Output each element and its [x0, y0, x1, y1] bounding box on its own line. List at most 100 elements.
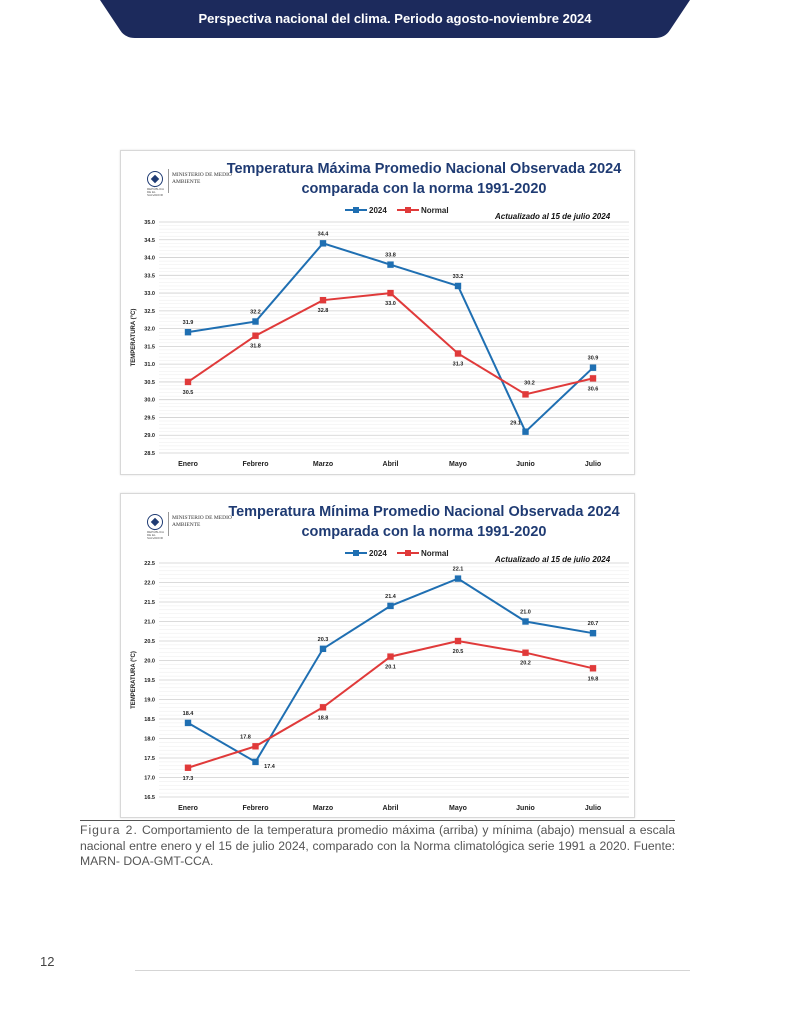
data-label-2024: 32.2	[250, 310, 261, 316]
chart-minima: REPÚBLICA DE EL SALVADOR MINISTERIO DE M…	[120, 493, 635, 818]
seal-icon	[147, 171, 163, 187]
figure-caption: Figura 2. Comportamiento de la temperatu…	[80, 820, 675, 870]
x-tick-label: Abril	[383, 461, 399, 468]
chart-minima-svg: Temperatura Mínima Promedio Nacional Obs…	[131, 504, 629, 812]
data-label-normal: 17.3	[183, 776, 194, 782]
data-point-2024	[589, 364, 597, 371]
chart-legend: 2024 Normal	[345, 206, 449, 215]
data-point-normal	[454, 350, 462, 357]
y-tick-label: 20.0	[144, 659, 155, 665]
data-point-2024	[387, 602, 394, 610]
header-banner: Perspectiva nacional del clima. Periodo …	[100, 0, 690, 38]
data-point-normal	[387, 653, 394, 660]
data-label-normal: 20.5	[453, 649, 464, 655]
data-label-normal: 20.1	[385, 665, 396, 671]
data-label-normal: 30.6	[588, 386, 599, 392]
y-tick-label: 21.0	[144, 620, 155, 626]
data-point-normal	[387, 289, 394, 297]
data-point-normal	[184, 378, 192, 386]
banner-shape	[100, 0, 690, 38]
series-line-normal	[187, 639, 594, 769]
data-point-2024	[184, 719, 192, 727]
y-tick-label: 32.0	[144, 327, 155, 333]
y-tick-label: 30.5	[144, 380, 155, 386]
logo-divider	[168, 512, 169, 536]
x-tick-label: Marzo	[313, 805, 333, 812]
legend-label-2024: 2024	[369, 206, 387, 215]
y-tick-label: 19.0	[144, 698, 155, 704]
x-tick-label: Julio	[585, 805, 601, 812]
data-point-normal	[319, 296, 327, 304]
legend-marker-normal	[405, 207, 411, 213]
y-tick-label: 31.0	[144, 362, 155, 368]
data-point-2024	[319, 645, 327, 652]
data-point-normal	[454, 637, 462, 645]
data-point-2024	[522, 618, 529, 625]
y-tick-label: 16.5	[144, 795, 155, 801]
y-tick-label: 33.0	[144, 291, 155, 297]
x-tick-label: Junio	[516, 461, 535, 468]
y-axis-label: TEMPERATURA (°C)	[131, 651, 137, 709]
x-tick-label: Marzo	[313, 461, 333, 468]
chart-maxima-svg: Temperatura Máxima Promedio Nacional Obs…	[131, 161, 629, 468]
ministry-name: MINISTERIO DE MEDIO AMBIENTE	[172, 515, 232, 528]
y-tick-label: 20.5	[144, 639, 155, 645]
chart-grid	[159, 562, 629, 798]
x-tick-label: Julio	[585, 461, 601, 468]
data-point-2024	[184, 328, 192, 336]
data-point-normal	[589, 375, 597, 382]
data-point-2024	[319, 240, 327, 247]
y-tick-label: 22.5	[144, 561, 155, 567]
x-tick-label: Febrero	[242, 805, 268, 812]
ministry-logo: REPÚBLICA DE EL SALVADOR MINISTERIO DE M…	[147, 169, 237, 199]
chart-subtitle: comparada con la norma 1991-2020	[301, 181, 546, 197]
caption-label: Figura 2.	[80, 823, 138, 837]
data-label-normal: 19.8	[588, 676, 599, 682]
y-tick-label: 34.0	[144, 256, 155, 262]
data-point-2024	[454, 282, 462, 290]
data-point-normal	[319, 704, 327, 711]
y-tick-label: 28.5	[144, 451, 155, 457]
caption-text: Comportamiento de la temperatura promedi…	[80, 823, 675, 868]
series-line-normal	[187, 292, 594, 396]
y-tick-label: 17.0	[144, 776, 155, 782]
data-label-2024: 33.2	[453, 274, 464, 280]
chart-maxima: REPÚBLICA DE EL SALVADOR MINISTERIO DE M…	[120, 150, 635, 475]
y-tick-label: 32.5	[144, 309, 155, 315]
data-point-2024	[522, 428, 529, 435]
legend-marker-normal	[405, 550, 411, 556]
header-title: Perspectiva nacional del clima. Periodo …	[198, 11, 592, 26]
data-point-normal	[252, 332, 259, 339]
chart-annotation: Actualizado al 15 de julio 2024	[494, 555, 611, 564]
y-tick-label: 18.0	[144, 737, 155, 743]
x-tick-label: Junio	[516, 805, 535, 812]
ministry-logo: REPÚBLICA DE EL SALVADOR MINISTERIO DE M…	[147, 512, 237, 542]
legend-label-normal: Normal	[421, 549, 449, 558]
data-label-normal: 31.8	[250, 344, 261, 350]
chart-grid	[159, 221, 629, 454]
chart-subtitle: comparada con la norma 1991-2020	[301, 524, 546, 540]
legend-marker-2024	[353, 207, 359, 213]
y-tick-label: 33.5	[144, 273, 155, 279]
seal-caption: REPÚBLICA DE EL SALVADOR	[147, 187, 164, 197]
data-label-2024: 18.4	[183, 711, 195, 717]
data-label-2024: 31.9	[183, 320, 194, 326]
data-point-2024	[589, 630, 597, 637]
chart-annotation: Actualizado al 15 de julio 2024	[494, 212, 611, 221]
x-tick-label: Enero	[178, 805, 198, 812]
seal-caption: REPÚBLICA DE EL SALVADOR	[147, 530, 164, 540]
data-label-normal: 20.2	[520, 661, 531, 667]
data-label-2024: 20.3	[318, 637, 329, 643]
legend-marker-2024	[353, 550, 359, 556]
data-point-2024	[252, 318, 259, 325]
data-point-normal	[184, 764, 192, 771]
data-label-normal: 30.2	[524, 380, 535, 386]
x-tick-label: Mayo	[449, 461, 467, 468]
data-point-2024	[387, 261, 394, 268]
legend-label-2024: 2024	[369, 549, 387, 558]
data-point-normal	[252, 743, 259, 750]
y-tick-label: 22.0	[144, 581, 155, 587]
data-label-2024: 22.1	[453, 567, 464, 573]
y-tick-label: 29.0	[144, 433, 155, 439]
chart-title: Temperatura Mínima Promedio Nacional Obs…	[228, 504, 619, 520]
